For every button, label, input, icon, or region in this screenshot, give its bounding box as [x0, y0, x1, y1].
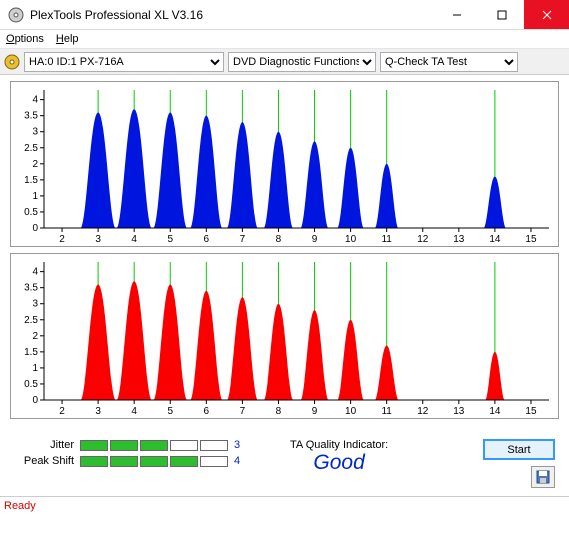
- save-button[interactable]: [531, 466, 555, 488]
- test-select[interactable]: Q-Check TA Test: [380, 52, 518, 72]
- svg-text:12: 12: [417, 406, 429, 417]
- peakshift-bars: [80, 456, 228, 467]
- close-button[interactable]: [524, 0, 569, 29]
- svg-text:11: 11: [381, 234, 392, 245]
- svg-text:0: 0: [32, 395, 38, 406]
- window-title: PlexTools Professional XL V3.16: [30, 8, 434, 22]
- svg-text:8: 8: [276, 406, 282, 417]
- svg-text:2: 2: [59, 234, 65, 245]
- svg-text:4: 4: [32, 267, 38, 278]
- svg-text:13: 13: [453, 406, 465, 417]
- svg-text:5: 5: [167, 234, 173, 245]
- svg-text:3: 3: [32, 299, 38, 310]
- svg-text:2: 2: [32, 159, 38, 170]
- disc-icon: [4, 54, 20, 70]
- svg-text:8: 8: [276, 234, 282, 245]
- svg-text:10: 10: [345, 234, 357, 245]
- svg-text:6: 6: [204, 234, 210, 245]
- svg-text:13: 13: [453, 234, 465, 245]
- chart-top: 0 0.5 1 1.5 2 2.5 3 3.5 4 2 3 4 5 6 7 8 9 10 11 12 13 14 15: [10, 81, 559, 247]
- svg-text:0: 0: [32, 223, 38, 234]
- status-text: Ready: [4, 500, 36, 512]
- svg-text:3: 3: [95, 406, 101, 417]
- function-select[interactable]: DVD Diagnostic Functions: [228, 52, 376, 72]
- metrics: Jitter 3 Peak Shift 4: [16, 439, 248, 467]
- svg-text:2: 2: [59, 406, 65, 417]
- start-button[interactable]: Start: [483, 439, 555, 460]
- svg-text:14: 14: [489, 234, 501, 245]
- quality-value: Good: [290, 451, 388, 475]
- svg-text:1.5: 1.5: [24, 347, 38, 358]
- svg-text:0.5: 0.5: [24, 379, 38, 390]
- minimize-button[interactable]: [434, 0, 479, 29]
- svg-text:9: 9: [312, 234, 318, 245]
- jitter-bars: [80, 440, 228, 451]
- quality-bar: [110, 440, 138, 451]
- svg-text:1.5: 1.5: [24, 175, 38, 186]
- statusbar: Ready: [0, 496, 569, 515]
- svg-text:3: 3: [95, 234, 101, 245]
- menubar: Options Help: [0, 30, 569, 49]
- svg-text:6: 6: [204, 406, 210, 417]
- titlebar: PlexTools Professional XL V3.16: [0, 0, 569, 30]
- svg-text:1: 1: [32, 191, 38, 202]
- svg-text:15: 15: [525, 234, 537, 245]
- svg-text:7: 7: [240, 234, 246, 245]
- svg-text:3.5: 3.5: [24, 111, 38, 122]
- menu-options[interactable]: Options: [6, 33, 44, 45]
- device-select[interactable]: HA:0 ID:1 PX-716A: [24, 52, 224, 72]
- svg-text:4: 4: [131, 234, 137, 245]
- quality-indicator: TA Quality Indicator: Good: [290, 439, 388, 475]
- quality-bar: [170, 456, 198, 467]
- svg-text:11: 11: [381, 406, 392, 417]
- quality-bar: [140, 456, 168, 467]
- quality-bar: [200, 440, 228, 451]
- quality-bar: [170, 440, 198, 451]
- jitter-label: Jitter: [16, 439, 74, 451]
- svg-text:9: 9: [312, 406, 318, 417]
- svg-text:14: 14: [489, 406, 501, 417]
- save-icon: [536, 470, 550, 484]
- svg-text:5: 5: [167, 406, 173, 417]
- peakshift-label: Peak Shift: [16, 455, 74, 467]
- quality-bar: [80, 440, 108, 451]
- svg-text:3.5: 3.5: [24, 283, 38, 294]
- jitter-value: 3: [234, 439, 248, 451]
- svg-text:4: 4: [131, 406, 137, 417]
- quality-bar: [80, 456, 108, 467]
- svg-text:1: 1: [32, 363, 38, 374]
- svg-text:2: 2: [32, 331, 38, 342]
- svg-text:10: 10: [345, 406, 357, 417]
- chart-bottom: 0 0.5 1 1.5 2 2.5 3 3.5 4 2 3 4 5 6 7 8 9 10 11 12 13 14 15: [10, 253, 559, 419]
- svg-text:3: 3: [32, 127, 38, 138]
- svg-text:7: 7: [240, 406, 246, 417]
- right-buttons: Start: [483, 439, 555, 488]
- toolbar: HA:0 ID:1 PX-716A DVD Diagnostic Functio…: [0, 49, 569, 75]
- svg-text:15: 15: [525, 406, 537, 417]
- svg-text:2.5: 2.5: [24, 315, 38, 326]
- menu-help[interactable]: Help: [56, 33, 79, 45]
- app-icon: [8, 7, 24, 23]
- svg-text:2.5: 2.5: [24, 143, 38, 154]
- quality-bar: [200, 456, 228, 467]
- svg-text:4: 4: [32, 95, 38, 106]
- quality-label: TA Quality Indicator:: [290, 439, 388, 451]
- quality-bar: [110, 456, 138, 467]
- svg-text:12: 12: [417, 234, 429, 245]
- maximize-button[interactable]: [479, 0, 524, 29]
- quality-bar: [140, 440, 168, 451]
- bottom-panel: Jitter 3 Peak Shift 4 TA Quality Indicat…: [0, 429, 569, 496]
- charts-area: 00.511.522.533.5423456789101112131415 00…: [0, 75, 569, 429]
- jitter-row: Jitter 3: [16, 439, 248, 451]
- peakshift-row: Peak Shift 4: [16, 455, 248, 467]
- svg-text:0.5: 0.5: [24, 207, 38, 218]
- peakshift-value: 4: [234, 455, 248, 467]
